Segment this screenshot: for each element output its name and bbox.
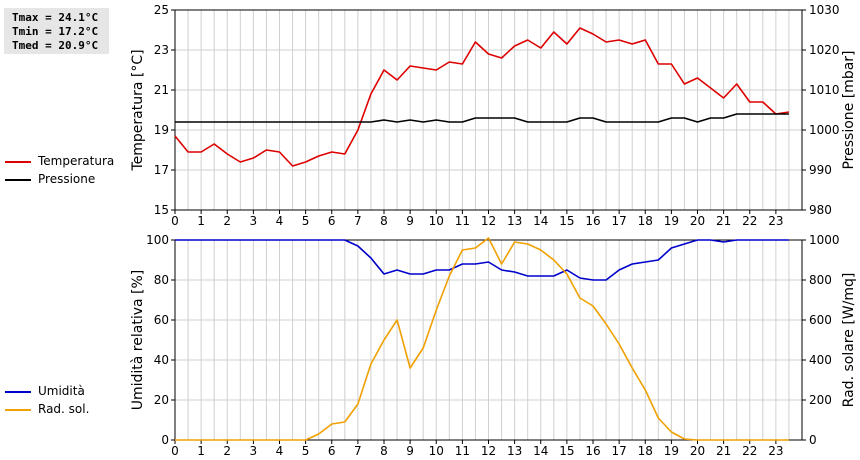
stats-box: Tmax = 24.1°C Tmin = 17.2°C Tmed = 20.9°…: [4, 8, 109, 54]
x-tick-label: 8: [380, 214, 388, 228]
x-tick-label: 8: [380, 444, 388, 458]
humidity-radiation-chart: 0 1 2 3 4 5 6 7 8 9 10 11 12 13 14 15 16 17 18 19 20 21 22 2302…: [130, 233, 857, 458]
legend-swatch-temperatura: [5, 161, 31, 163]
x-tick-label: 4: [276, 444, 284, 458]
stat-tmed: Tmed = 20.9°C: [12, 39, 99, 52]
x-tick-label: 7: [354, 214, 362, 228]
legend-label-umidita: Umidità: [38, 384, 85, 398]
y-tick-label: 100: [146, 233, 169, 247]
temperature-pressure-chart: 0 1 2 3 4 5 6 7 8 9 10 11 12 13 14 15 16 17 18 19 20 21 22 2315…: [130, 3, 857, 228]
y2-tick-label: 990: [809, 163, 832, 177]
x-tick-label: 15: [559, 444, 574, 458]
y2-tick-label: 1000: [809, 123, 840, 137]
y-tick-label: 19: [154, 123, 169, 137]
legend-swatch-rad-sol: [5, 409, 31, 411]
x-tick-label: 2: [223, 444, 231, 458]
x-tick-label: 1: [197, 214, 205, 228]
x-tick-label: 23: [768, 444, 783, 458]
stat-tmin: Tmin = 17.2°C: [12, 25, 99, 38]
x-tick-label: 19: [664, 444, 679, 458]
legend-label-temperatura: Temperatura: [38, 154, 115, 168]
x-tick-label: 2: [223, 214, 231, 228]
y-tick-label: 23: [154, 43, 169, 57]
x-tick-label: 3: [250, 444, 258, 458]
stat-tmax: Tmax = 24.1°C: [12, 11, 99, 24]
y2-tick-label: 1010: [809, 83, 840, 97]
y-tick-label: 21: [154, 83, 169, 97]
x-tick-label: 22: [742, 444, 757, 458]
x-tick-label: 10: [429, 444, 444, 458]
x-tick-label: 0: [171, 214, 179, 228]
y2-tick-label: 400: [809, 353, 832, 367]
y2-axis-label: Rad. solare [W/mq]: [841, 273, 857, 408]
y-tick-label: 40: [154, 353, 169, 367]
x-tick-label: 23: [768, 214, 783, 228]
x-tick-label: 7: [354, 444, 362, 458]
x-tick-label: 21: [716, 214, 731, 228]
y2-tick-label: 0: [809, 433, 817, 447]
x-tick-label: 9: [406, 444, 414, 458]
chart-1-grid: [175, 240, 802, 440]
x-tick-label: 16: [585, 214, 600, 228]
x-tick-label: 12: [481, 444, 496, 458]
x-tick-label: 3: [250, 214, 258, 228]
chart-0-grid: [175, 10, 802, 210]
y2-tick-label: 200: [809, 393, 832, 407]
legend-swatch-umidita: [5, 391, 31, 393]
y2-tick-label: 600: [809, 313, 832, 327]
x-tick-label: 17: [611, 214, 626, 228]
legend-label-rad-sol: Rad. sol.: [38, 402, 90, 416]
x-tick-label: 16: [585, 444, 600, 458]
series-line-temperatura: [174, 27, 790, 167]
y-tick-label: 0: [161, 433, 169, 447]
x-tick-label: 13: [507, 214, 522, 228]
x-tick-label: 18: [638, 444, 653, 458]
series-line-pressione: [175, 113, 789, 123]
x-tick-label: 18: [638, 214, 653, 228]
y-axis-label: Temperatura [°C]: [130, 49, 146, 171]
y2-tick-label: 1030: [809, 3, 840, 17]
x-tick-label: 10: [429, 214, 444, 228]
y-tick-label: 60: [154, 313, 169, 327]
y-tick-label: 15: [154, 203, 169, 217]
x-tick-label: 20: [690, 444, 705, 458]
y-tick-label: 25: [154, 3, 169, 17]
x-tick-label: 6: [328, 214, 336, 228]
y-axis-label: Umidità relativa [%]: [130, 270, 146, 411]
x-tick-label: 9: [406, 214, 414, 228]
x-tick-label: 12: [481, 214, 496, 228]
x-tick-label: 14: [533, 214, 548, 228]
y-tick-label: 20: [154, 393, 169, 407]
x-tick-label: 13: [507, 444, 522, 458]
y2-tick-label: 1020: [809, 43, 840, 57]
x-tick-label: 11: [455, 444, 470, 458]
x-tick-label: 15: [559, 214, 574, 228]
y2-tick-label: 980: [809, 203, 832, 217]
legend-label-pressione: Pressione: [38, 172, 96, 186]
legend-swatch-pressione: [5, 179, 31, 181]
x-tick-label: 1: [197, 444, 205, 458]
x-tick-label: 5: [302, 444, 310, 458]
x-tick-label: 4: [276, 214, 284, 228]
y-tick-label: 17: [154, 163, 169, 177]
x-tick-label: 19: [664, 214, 679, 228]
y2-axis-label: Pressione [mbar]: [841, 50, 857, 169]
y2-tick-label: 1000: [809, 233, 840, 247]
x-tick-label: 20: [690, 214, 705, 228]
series-line-rad-sol-: [175, 237, 789, 441]
x-tick-label: 5: [302, 214, 310, 228]
x-tick-label: 0: [171, 444, 179, 458]
series-line-umidit-: [175, 239, 789, 281]
x-tick-label: 17: [611, 444, 626, 458]
x-tick-label: 6: [328, 444, 336, 458]
y2-tick-label: 800: [809, 273, 832, 287]
y-tick-label: 80: [154, 273, 169, 287]
x-tick-label: 21: [716, 444, 731, 458]
x-tick-label: 11: [455, 214, 470, 228]
x-tick-label: 14: [533, 444, 548, 458]
x-tick-label: 22: [742, 214, 757, 228]
